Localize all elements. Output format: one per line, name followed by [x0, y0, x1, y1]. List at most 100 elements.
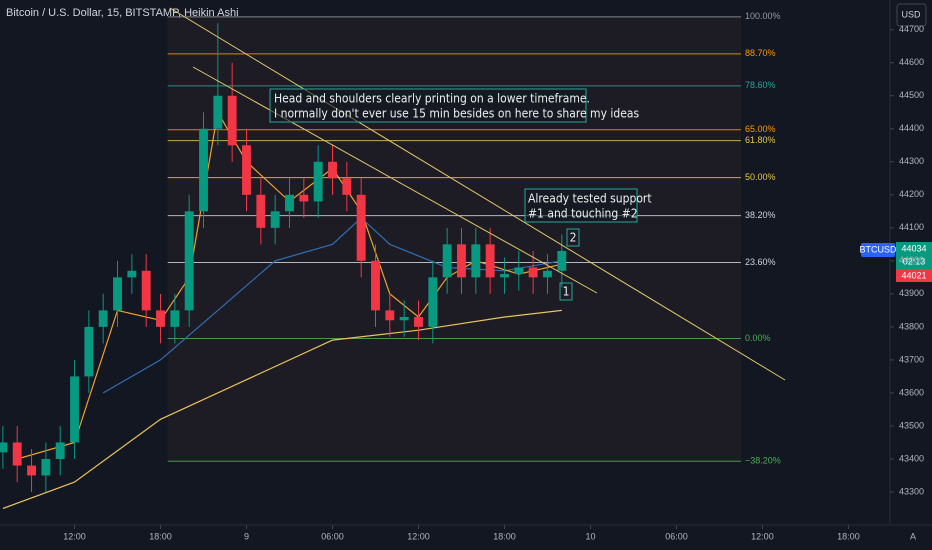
x-tick-label: 18:00	[837, 531, 860, 541]
candle-body	[98, 310, 108, 327]
candle-body	[385, 310, 395, 321]
marker-box	[566, 228, 580, 247]
candle-body	[184, 211, 194, 311]
symbol-tag	[861, 243, 895, 257]
y-tick-label: 44400	[899, 123, 924, 133]
candle-body	[270, 211, 280, 228]
candle-body	[414, 316, 423, 327]
candle-body	[514, 267, 524, 275]
annotation-box	[269, 88, 587, 123]
candles	[0, 23, 567, 492]
candle-body	[27, 465, 36, 476]
fib-label: 100.00%	[745, 11, 781, 21]
x-tick-label: 10	[585, 531, 595, 541]
marker-box	[559, 282, 573, 301]
x-tick-label: 18:00	[149, 531, 172, 541]
last-price-tag	[896, 242, 932, 269]
candle-body	[299, 194, 309, 202]
moving-average	[2, 309, 562, 510]
candle-body	[12, 442, 22, 466]
fib-label: 65.00%	[745, 124, 776, 134]
candle-body	[543, 270, 552, 278]
candle-body	[399, 316, 409, 321]
fib-label: −38.20%	[745, 456, 781, 466]
candle-body	[127, 270, 137, 278]
x-tick-label: 9	[244, 531, 249, 541]
candle-body	[557, 250, 567, 271]
marker-label: 1	[563, 285, 570, 299]
candle-body	[55, 442, 65, 459]
candle-body	[500, 274, 509, 278]
candle-body	[141, 270, 151, 311]
candle-body	[70, 376, 79, 443]
candle-body	[313, 161, 323, 202]
fib-label: 50.00%	[745, 172, 776, 182]
x-tick-label: 06:00	[665, 531, 688, 541]
y-tick-label: 44000	[899, 255, 924, 265]
chart-title: Bitcoin / U.S. Dollar, 15, BITSTAMP, Hei…	[6, 7, 239, 19]
x-tick-label: 12:00	[63, 531, 86, 541]
candle-body	[328, 161, 337, 179]
y-tick-label: 44300	[899, 156, 924, 166]
candle-body	[256, 194, 266, 228]
auto-scale[interactable]: A	[910, 531, 916, 541]
y-tick-label: 43700	[899, 354, 924, 364]
annotation-box	[524, 188, 638, 223]
y-tick-label: 43600	[899, 387, 924, 397]
x-tick-label: 18:00	[493, 531, 516, 541]
prev-price: 44021	[901, 270, 926, 280]
currency-button-label: USD	[901, 9, 921, 19]
y-tick-label: 43400	[899, 453, 924, 463]
fib-label: 88.70%	[745, 48, 776, 58]
candle-body	[285, 194, 294, 212]
y-tick-label: 43800	[899, 321, 924, 331]
candle-body	[156, 310, 165, 327]
last-price: 44034	[901, 243, 926, 253]
y-tick-label: 43900	[899, 288, 924, 298]
candle-body	[113, 277, 122, 311]
y-tick-label: 44600	[899, 57, 924, 67]
candle-body	[41, 458, 51, 476]
x-tick-label: 06:00	[321, 531, 344, 541]
fib-label: 0.00%	[745, 333, 771, 343]
annotation-text: #1 and touching #2	[528, 207, 638, 221]
candle-body	[356, 194, 366, 261]
fib-zone	[167, 16, 741, 462]
candle-body	[442, 244, 452, 278]
trendline	[192, 66, 598, 294]
annotation-text: Head and shoulders clearly printing on a…	[274, 92, 590, 106]
fib-label: 38.20%	[745, 210, 776, 220]
trendline	[169, 7, 786, 381]
symbol-tag-label: BTCUSD	[859, 244, 897, 254]
fib-zone-fill	[167, 16, 741, 462]
currency-button[interactable]	[896, 3, 927, 27]
x-tick-label: 12:00	[751, 531, 774, 541]
fib-label: 78.60%	[745, 80, 776, 90]
candle-body	[84, 326, 94, 377]
candle-body	[428, 277, 438, 327]
candle-body	[485, 244, 495, 278]
candle-body	[227, 95, 237, 146]
countdown: 02:13	[903, 256, 926, 266]
x-tick-label: 12:00	[407, 531, 430, 541]
candle-body	[371, 260, 380, 311]
y-tick-label: 44700	[899, 24, 924, 34]
y-tick-label: 44500	[899, 90, 924, 100]
fib-label: 23.60%	[745, 257, 776, 267]
y-tick-label: 43500	[899, 420, 924, 430]
candle-body	[471, 244, 481, 278]
fib-levels: 100.00% 88.70% 78.60% 65.00%61.80% 50.00% 38.…	[167, 11, 781, 466]
candle-body	[213, 95, 223, 129]
grid	[74, 29, 894, 529]
annotation-text: I normally don't ever use 15 min besides…	[274, 107, 640, 121]
y-tick-label: 44200	[899, 189, 924, 199]
y-tick-label: 44100	[899, 222, 924, 232]
y-tick-label: 43300	[899, 486, 924, 496]
prev-price-tag	[896, 269, 932, 282]
candle-body	[170, 310, 180, 327]
candle-body	[528, 267, 538, 278]
fib-label: 61.80%	[745, 135, 776, 145]
candle-body	[199, 128, 208, 212]
candle-body	[242, 145, 251, 195]
